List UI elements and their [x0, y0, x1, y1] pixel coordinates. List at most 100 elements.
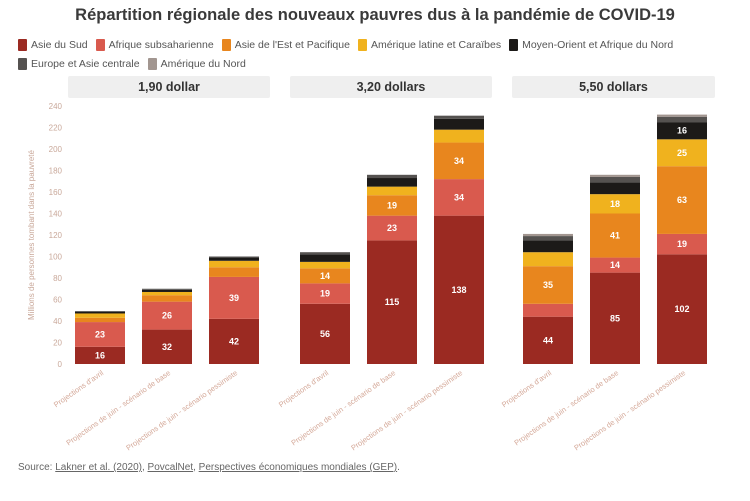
legend: Asie du Sud Afrique subsaharienne Asie de … [18, 37, 738, 75]
x-tick-label: Projections d'avril [277, 368, 330, 409]
data-label: 16 [95, 350, 105, 360]
data-label: 138 [451, 285, 466, 295]
bar-segment [590, 194, 640, 214]
bar-segment [523, 252, 573, 267]
legend-label: Europe et Asie centrale [31, 58, 140, 70]
legend-swatch [147, 58, 157, 70]
bar-segment [590, 174, 640, 177]
legend-label: Amérique latine et Caraïbes [370, 39, 502, 51]
data-label: 26 [162, 311, 172, 321]
panel-header-3: 5,50 dollars [512, 76, 715, 98]
bar-segment [657, 254, 707, 364]
legend-item: Asie du Sud [18, 37, 88, 53]
bar-segment [142, 289, 192, 292]
legend-item: Europe et Asie centrale [18, 56, 140, 72]
bar-segment [209, 260, 259, 268]
data-label: 41 [610, 231, 620, 241]
y-tick-label: 240 [49, 102, 63, 111]
source-link-povcalnet[interactable]: PovcalNet [147, 462, 194, 473]
panel-header-1: 1,90 dollar [68, 76, 270, 98]
bar-segment [300, 252, 350, 255]
data-label: 18 [610, 199, 620, 209]
y-tick-label: 220 [49, 124, 63, 133]
y-tick-label: 40 [53, 317, 62, 326]
bar-segment [657, 114, 707, 117]
bar-segment [367, 240, 417, 364]
source-link-gep[interactable]: Perspectives économiques mondiales (GEP) [198, 462, 398, 473]
legend-label: Moyen-Orient et Afrique du Nord [522, 39, 674, 51]
y-tick-label: 200 [49, 145, 63, 154]
bar-segment [434, 215, 484, 364]
data-label: 35 [543, 280, 553, 290]
bar-segment [209, 267, 259, 277]
bar-segment [590, 257, 640, 273]
bar-segment [75, 346, 125, 364]
y-tick-label: 160 [49, 188, 63, 197]
data-label: 102 [674, 304, 689, 314]
bar-segment [434, 118, 484, 130]
legend-label: Amérique du Nord [160, 58, 246, 70]
bar-segment [657, 166, 707, 234]
bar-segment [209, 318, 259, 364]
y-tick-label: 80 [53, 274, 62, 283]
y-tick-label: 180 [49, 167, 63, 176]
y-tick-label: 100 [49, 253, 63, 262]
data-label: 44 [543, 335, 553, 345]
source-note: Source: Lakner et al. (2020), PovcalNet,… [18, 462, 400, 473]
y-tick-label: 0 [58, 360, 63, 369]
bar-segment [523, 316, 573, 364]
bars: 16 23 32 26 42 39 56 19 14 115 23 19 138 34 34 44 35 85 14… [75, 114, 707, 364]
data-label: 34 [454, 192, 464, 202]
data-label: 19 [387, 200, 397, 210]
y-axis-ticks: 0 20 40 60 80 100 120 140 160 180 200 220 240 [49, 102, 63, 369]
bar-segment [367, 186, 417, 196]
data-label: 34 [454, 156, 464, 166]
bar-segment [590, 272, 640, 364]
bar-segment [523, 240, 573, 253]
bar-segment [75, 313, 125, 318]
y-axis-label: Millions de personnes tombant dans la pa… [27, 150, 36, 320]
bar-segment [142, 301, 192, 330]
bar-segment [142, 329, 192, 364]
bar-segment [434, 142, 484, 180]
data-label: 115 [385, 297, 400, 307]
legend-label: Asie de l'Est et Pacifique [234, 39, 350, 51]
bar-segment [300, 254, 350, 262]
source-link-lakner[interactable]: Lakner et al. (2020) [55, 462, 142, 473]
bar-segment [523, 233, 573, 237]
legend-item: Amérique du Nord [147, 56, 246, 72]
bar-segment [523, 303, 573, 317]
data-label: 16 [677, 126, 687, 136]
bar-segment [657, 139, 707, 167]
y-tick-label: 120 [49, 231, 63, 240]
x-tick-label: Projections de juin - scénario pessimist… [349, 368, 464, 452]
data-label: 25 [677, 148, 687, 158]
data-label: 23 [387, 223, 397, 233]
bar-segment [657, 116, 707, 123]
bar-segment [300, 283, 350, 304]
bar-segment [300, 303, 350, 364]
bar-segment [75, 311, 125, 314]
x-tick-label: Projections de juin - scénario de base [65, 368, 173, 447]
bar-segment [209, 257, 259, 261]
bar-segment [434, 115, 484, 119]
panel-header-2: 3,20 dollars [290, 76, 492, 98]
legend-swatch [95, 39, 105, 51]
bar-segment [209, 256, 259, 258]
x-tick-label: Projections de juin - scénario de base [290, 368, 398, 447]
bar-segment [75, 322, 125, 347]
legend-item: Asie de l'Est et Pacifique [221, 37, 350, 53]
legend-swatch [18, 58, 27, 70]
bar-segment [657, 233, 707, 255]
bar-segment [590, 176, 640, 183]
source-prefix: Source: [18, 462, 53, 473]
source-suffix: . [397, 462, 400, 473]
bar-segment [434, 129, 484, 143]
bar-segment [367, 215, 417, 241]
bar-segment [367, 174, 417, 179]
bar-segment [75, 317, 125, 323]
data-label: 19 [677, 239, 687, 249]
legend-swatch [509, 39, 519, 51]
bar-segment [142, 288, 192, 290]
